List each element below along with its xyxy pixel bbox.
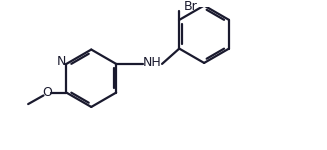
Text: Br: Br — [184, 0, 198, 13]
Text: N: N — [57, 56, 66, 69]
Text: NH: NH — [143, 56, 162, 69]
Text: O: O — [42, 86, 52, 99]
